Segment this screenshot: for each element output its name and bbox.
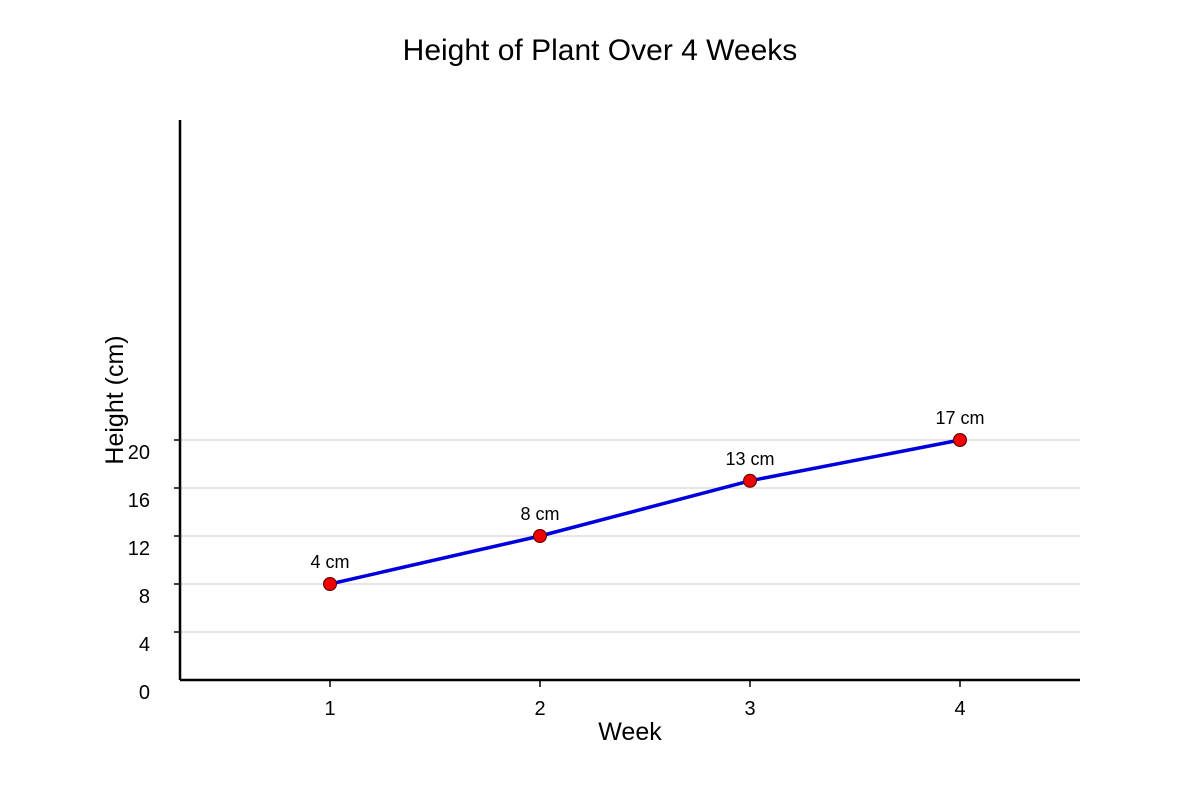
data-labels: 4 cm 8 cm 13 cm 17 cm (310, 408, 984, 572)
y-axis-title: Height (cm) (101, 335, 129, 464)
series (323, 433, 967, 591)
axes (178, 120, 1080, 682)
data-label: 4 cm (310, 552, 349, 572)
y-tick-label: 20 (128, 442, 150, 464)
y-tick-label: 4 (139, 634, 150, 656)
y-tick-label: 12 (128, 538, 150, 560)
x-tick-label: 1 (324, 698, 335, 720)
chart-title: Height of Plant Over 4 Weeks (403, 34, 798, 67)
gridlines (180, 439, 1080, 633)
series-line (329, 438, 961, 586)
y-tick-label: 16 (128, 490, 150, 512)
x-tick-label: 4 (954, 698, 965, 720)
data-point (743, 473, 757, 488)
data-label: 13 cm (725, 449, 774, 469)
y-tick-label: 8 (139, 586, 150, 608)
data-label: 8 cm (520, 504, 559, 524)
data-point (323, 577, 337, 591)
x-axis-title: Week (598, 718, 662, 746)
data-label: 17 cm (935, 408, 984, 428)
y-tick-label: 0 (139, 682, 150, 704)
data-point (953, 433, 967, 447)
data-point (533, 529, 547, 543)
x-tick-label: 2 (534, 698, 545, 720)
x-tick-label: 3 (744, 698, 755, 720)
